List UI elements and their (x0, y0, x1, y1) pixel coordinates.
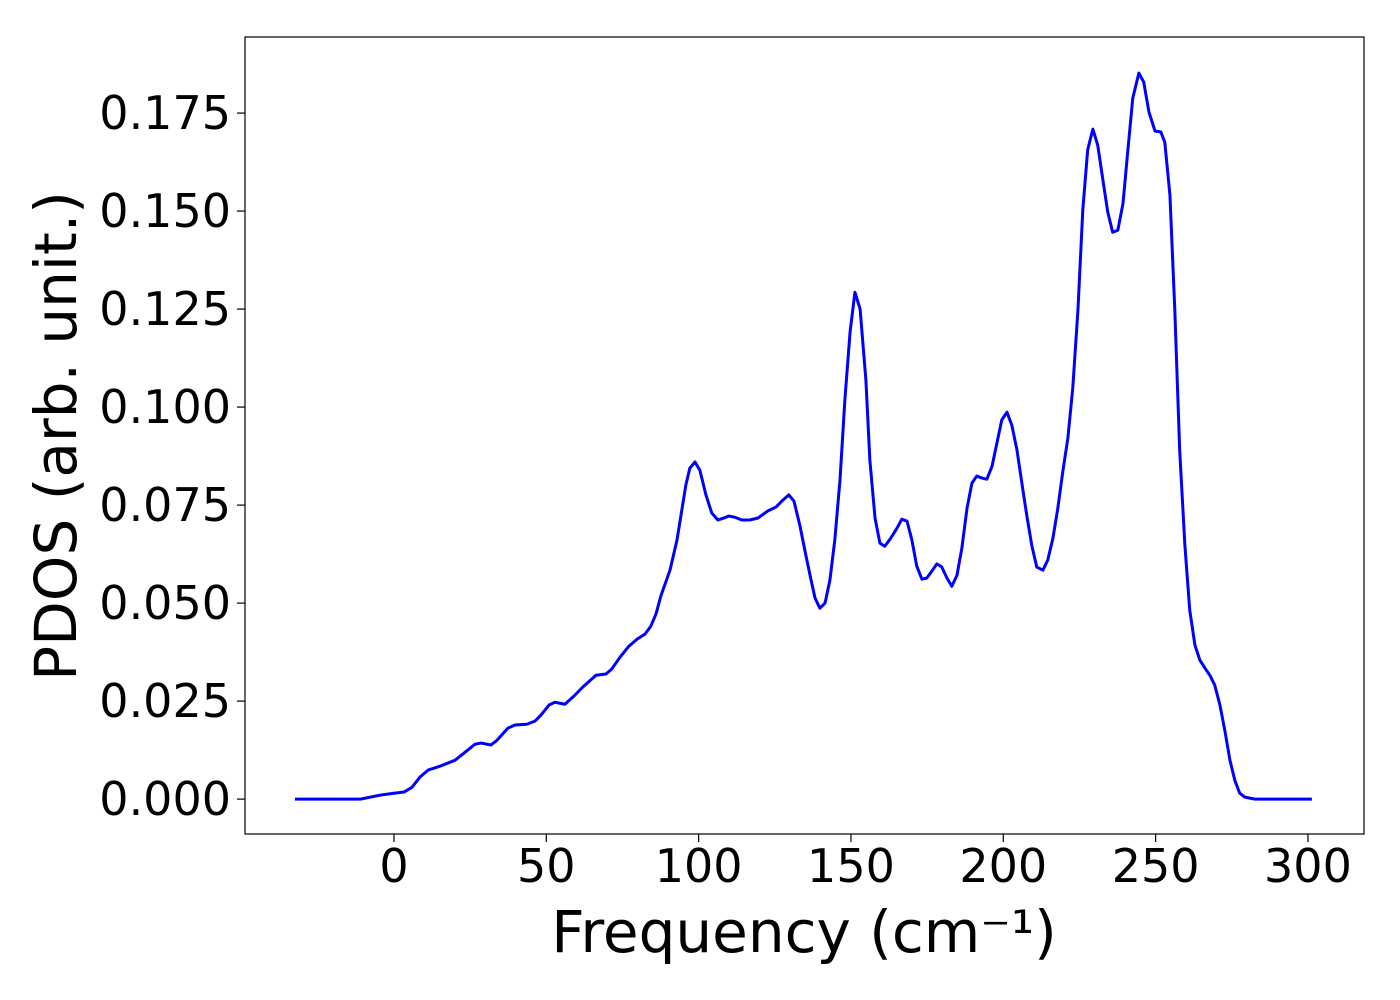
y-tick-label: 0.050 (99, 576, 231, 630)
y-tick-label: 0.075 (99, 478, 231, 532)
y-tick-label: 0.000 (99, 772, 231, 826)
x-tick-label: 0 (379, 839, 408, 893)
x-tick-label: 150 (807, 839, 895, 893)
x-tick-label: 100 (655, 839, 743, 893)
y-tick-label: 0.100 (99, 380, 231, 434)
y-tick-label: 0.175 (99, 86, 231, 140)
x-tick-label: 50 (517, 839, 576, 893)
x-tick-label: 300 (1264, 839, 1352, 893)
y-tick-label: 0.150 (99, 184, 231, 238)
x-tick-label: 250 (1112, 839, 1200, 893)
x-tick-label: 200 (959, 839, 1047, 893)
x-axis-label: Frequency (cm⁻¹) (551, 898, 1057, 966)
y-tick-label: 0.125 (99, 282, 231, 336)
y-tick-label: 0.025 (99, 674, 231, 728)
data-line (294, 71, 1312, 801)
plot-frame (244, 36, 1365, 835)
y-axis-label: PDOS (arb. unit.) (22, 191, 90, 681)
